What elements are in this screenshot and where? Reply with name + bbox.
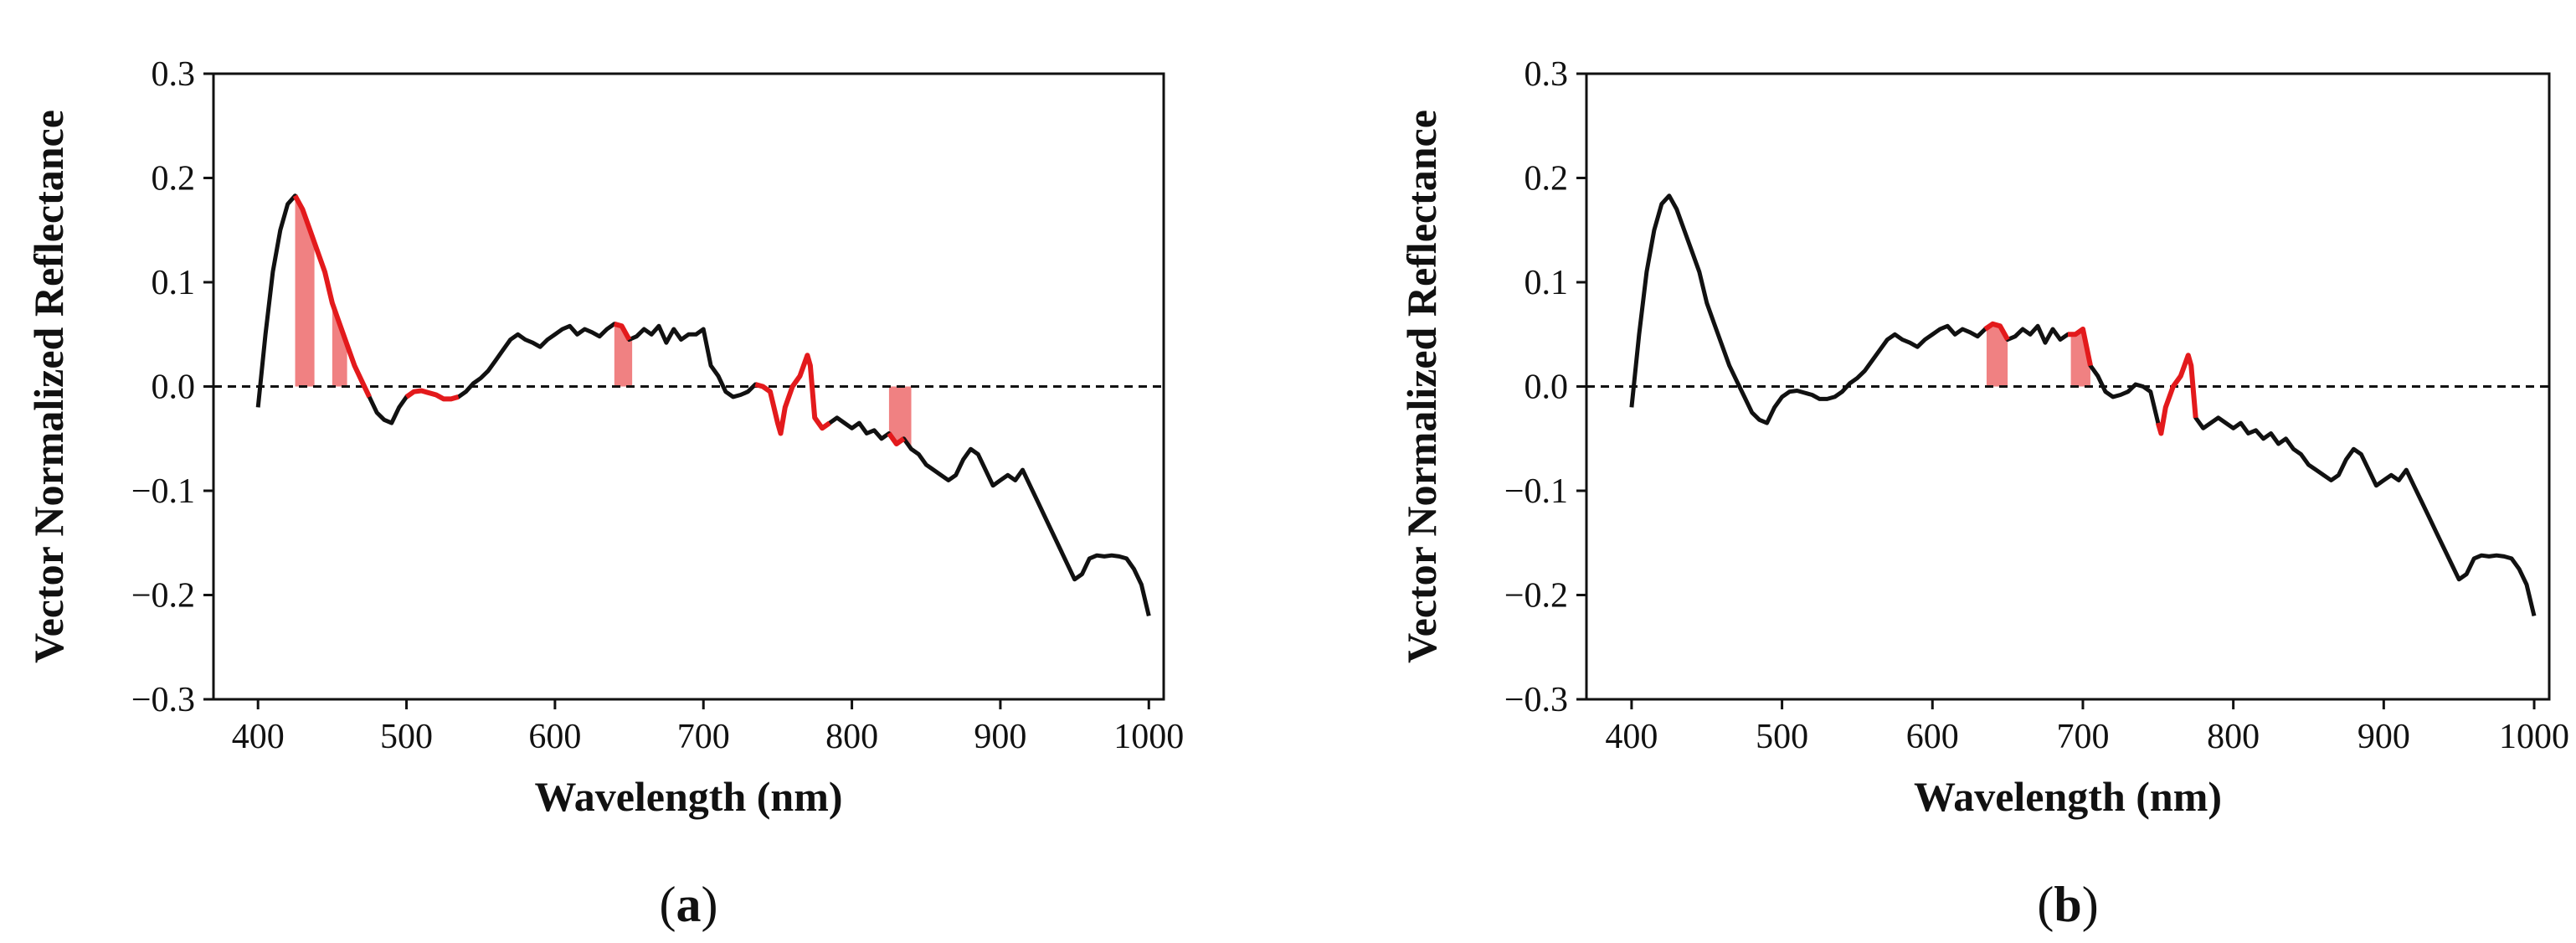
y-tick-label: 0.2: [152, 160, 196, 198]
highlight-segment: [1983, 321, 2010, 341]
highlight-segment: [887, 431, 906, 446]
panel-label: (a): [660, 877, 718, 932]
y-tick-label: 0.3: [1525, 55, 1569, 94]
x-axis-label: Wavelength (nm): [534, 773, 842, 820]
x-tick-label: 800: [2207, 718, 2260, 756]
highlight-band: [888, 386, 912, 450]
spectrum-line: [1629, 193, 2537, 616]
x-tick-label: 600: [1906, 718, 1959, 756]
y-tick-label: −0.1: [131, 472, 195, 511]
x-tick-label: 800: [825, 718, 878, 756]
highlight-segment: [613, 321, 632, 341]
highlight-segment: [404, 388, 460, 402]
x-tick-label: 700: [677, 718, 730, 756]
chart-panel-b: 400 500 600 700 800 900 1000 0.3 0.2 0.1 0.0 −0.1 −0…: [1398, 55, 2569, 932]
y-tick-label: 0.1: [152, 264, 196, 302]
x-tick-label: 900: [974, 718, 1026, 756]
highlight-band: [295, 195, 315, 387]
highlight-band: [1986, 323, 2008, 387]
x-tick-label: 1000: [1113, 718, 1184, 756]
x-tick-label: 500: [1756, 718, 1808, 756]
y-tick-label: 0.1: [1525, 264, 1569, 302]
x-tick-label: 900: [2357, 718, 2410, 756]
x-tick-label: 500: [380, 718, 433, 756]
panel-label: (b): [2037, 877, 2098, 932]
y-tick-label: 0.3: [152, 55, 196, 94]
y-tick-label: 0.0: [1525, 368, 1569, 407]
x-tick-label: 600: [528, 718, 581, 756]
highlight-segment: [2155, 353, 2198, 436]
y-tick-label: 0.0: [152, 368, 196, 407]
y-axis-label: Vector Normalized Reflectance: [25, 110, 72, 663]
y-tick-label: −0.3: [1504, 681, 1568, 719]
highlight-segment: [2068, 327, 2093, 367]
y-tick-label: −0.3: [131, 681, 195, 719]
x-tick-label: 1000: [2499, 718, 2569, 756]
highlight-segment: [292, 194, 372, 399]
y-tick-label: 0.2: [1525, 160, 1569, 198]
x-tick-label: 700: [2056, 718, 2109, 756]
x-axis-label: Wavelength (nm): [1914, 773, 2222, 820]
y-tick-label: −0.2: [1504, 577, 1568, 616]
x-tick-label: 400: [232, 718, 285, 756]
y-tick-label: −0.1: [1504, 472, 1568, 511]
y-tick-label: −0.2: [131, 577, 195, 616]
highlight-segment: [754, 353, 831, 436]
y-axis-label: Vector Normalized Reflectance: [1398, 110, 1445, 663]
spectrum-line: [255, 193, 1151, 616]
chart-panel-a: 400 500 600 700 800 900 1000 0.3 0.2 0.1 0.0 −0.1 −0…: [25, 55, 1184, 932]
highlight-band: [332, 302, 347, 387]
x-tick-label: 400: [1605, 718, 1658, 756]
